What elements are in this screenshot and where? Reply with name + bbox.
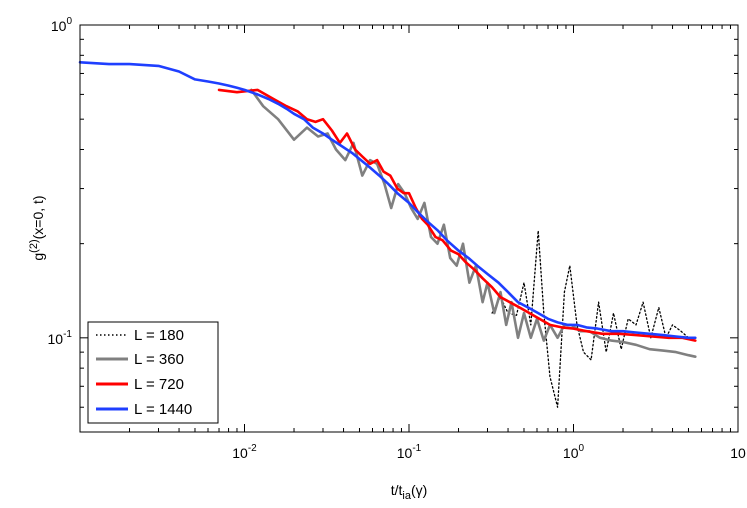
y-axis-title-tail: (x=0, t) bbox=[30, 195, 46, 239]
x-axis-title-main: t/t bbox=[391, 482, 403, 498]
y-tick-label-base: 10 bbox=[51, 18, 67, 34]
y-tick-label-exp: -1 bbox=[63, 329, 72, 340]
x-tick-label-base: 10 bbox=[232, 445, 248, 461]
x-tick-label: 100 bbox=[563, 443, 585, 461]
plot-frame bbox=[79, 24, 739, 433]
x-axis-title-sub: ia bbox=[402, 490, 411, 502]
x-tick-label-base: 10 bbox=[397, 445, 413, 461]
x-tick-label: 10 bbox=[730, 445, 746, 461]
legend-label-l180: L = 180 bbox=[134, 327, 184, 344]
series-line-l1440 bbox=[78, 60, 697, 340]
legend-label-l1440: L = 1440 bbox=[134, 401, 192, 418]
x-tick-label: 10-1 bbox=[397, 443, 422, 461]
x-tick-label-base: 10 bbox=[730, 445, 746, 461]
x-axis-title-tail: (γ) bbox=[411, 482, 427, 498]
y-axis-title-main: g bbox=[30, 253, 46, 261]
y-tick-label: 100 bbox=[51, 16, 73, 34]
x-tick-label-exp: -1 bbox=[412, 443, 421, 454]
legend-label-l360: L = 360 bbox=[134, 351, 184, 368]
y-tick-label-exp: 0 bbox=[66, 16, 72, 27]
y-axis-title-sup: (2) bbox=[28, 239, 40, 252]
x-axis-title: t/tia(γ) bbox=[391, 482, 428, 502]
legend-label-l720: L = 720 bbox=[134, 376, 184, 393]
x-tick-label-exp: 0 bbox=[579, 443, 585, 454]
y-tick-label-base: 10 bbox=[48, 331, 64, 347]
series-layer bbox=[78, 60, 697, 408]
x-tick-label-exp: -2 bbox=[248, 443, 257, 454]
legend-box bbox=[87, 321, 219, 424]
y-tick-label: 10-1 bbox=[48, 329, 73, 347]
x-tick-label-base: 10 bbox=[563, 445, 579, 461]
series-line-l180 bbox=[491, 230, 696, 408]
y-axis-title: g(2)(x=0, t) bbox=[28, 195, 46, 260]
minor-ticks bbox=[80, 25, 738, 432]
x-tick-labels: 10-2 10-1 100 10 bbox=[232, 443, 746, 461]
series-line-l720 bbox=[217, 88, 697, 342]
x-tick-label: 10-2 bbox=[232, 443, 257, 461]
legend: L = 180 L = 360 L = 720 L = 1440 bbox=[87, 321, 219, 424]
